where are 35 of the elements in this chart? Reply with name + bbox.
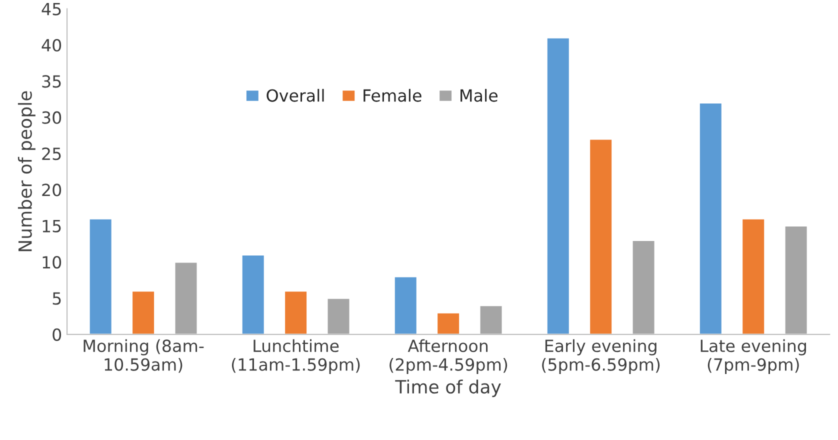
y-tick-label: 30 xyxy=(42,111,62,124)
bar xyxy=(174,261,198,334)
bar xyxy=(240,254,266,334)
y-tick-label: 0 xyxy=(52,328,62,341)
y-tick-label: 20 xyxy=(42,184,62,196)
x-tick-label: Early evening (5pm-6.59pm) xyxy=(542,339,660,374)
y-tick-label: 40 xyxy=(42,38,62,52)
legend-label: Female xyxy=(364,88,422,102)
bar xyxy=(631,240,656,334)
bar xyxy=(131,290,156,334)
x-tick-label: Late evening (7pm-9pm) xyxy=(700,339,806,374)
y-tick-label: 15 xyxy=(42,220,61,232)
y-tick-label: 10 xyxy=(42,256,62,269)
bar xyxy=(478,304,504,334)
bar xyxy=(698,102,723,334)
bar xyxy=(393,276,418,334)
bar xyxy=(284,290,308,334)
bar xyxy=(326,298,351,334)
y-tick-label: 35 xyxy=(42,75,61,88)
legend-label: Overall xyxy=(266,88,324,102)
bar xyxy=(741,218,766,334)
x-tick-label: Afternoon (2pm-4.59pm) xyxy=(390,339,508,374)
y-tick-label: 25 xyxy=(42,147,61,160)
y-tick-label: 45 xyxy=(42,2,61,16)
bar xyxy=(588,138,613,334)
bar xyxy=(546,37,570,334)
x-tick-label: Morning (8am- 10.59am) xyxy=(84,339,204,373)
x-tick-label: Lunchtime (11am-1.59pm) xyxy=(232,339,360,374)
legend-label: Male xyxy=(460,88,498,102)
bar xyxy=(784,225,808,334)
y-axis-title: Number of people xyxy=(18,91,36,252)
y-tick-label: 5 xyxy=(52,292,61,305)
x-axis-title: Time of day xyxy=(395,380,501,398)
bar xyxy=(436,312,460,334)
bar xyxy=(88,218,113,334)
